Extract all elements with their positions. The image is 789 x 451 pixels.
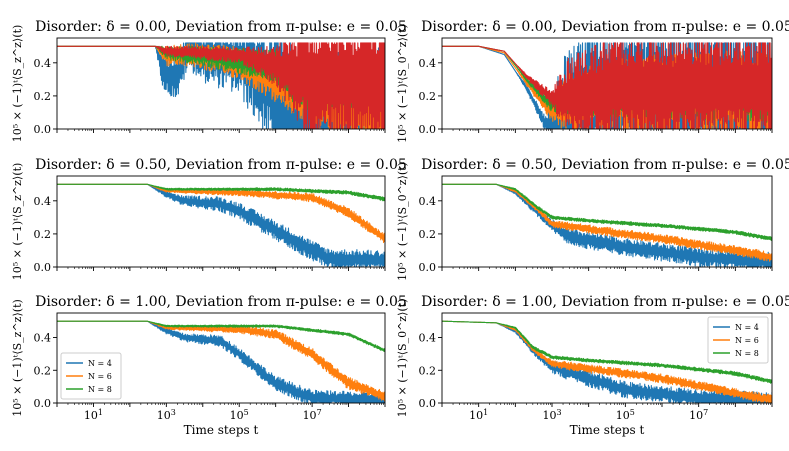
y-tick-label: 0.2 (34, 228, 52, 241)
plot-area (57, 42, 385, 129)
y-tick-label: 0.4 (34, 332, 52, 345)
legend: N = 4 N = 6 N = 8 (707, 316, 769, 364)
legend-box (707, 316, 769, 364)
y-tick-label: 0.2 (419, 228, 437, 241)
panel-4: Disorder: δ = 0.50, Deviation from π-pul… (396, 157, 789, 281)
legend-label: N = 6 (735, 336, 759, 345)
x-axis-label: Time steps t (184, 423, 259, 437)
panel-2: Disorder: δ = 0.00, Deviation from π-pul… (396, 19, 789, 143)
y-axis-label: 10⁵ × (−1)ᵗ⟨S_0^z⟩(t) (396, 24, 409, 143)
y-tick-label: 0.0 (419, 123, 437, 136)
axes-frame (441, 175, 773, 268)
plot-area (442, 320, 772, 403)
legend-box (60, 352, 122, 400)
panel-title: Disorder: δ = 1.00, Deviation from π-pul… (421, 294, 789, 310)
plot-area (57, 183, 385, 267)
x-tick-label: 107 (303, 408, 322, 423)
y-tick-label: 0.2 (34, 90, 52, 103)
y-tick-label: 0.0 (34, 261, 52, 274)
x-tick-label: 105 (616, 408, 635, 423)
legend: N = 4 N = 6 N = 8 (60, 352, 122, 400)
y-tick-label: 0.2 (419, 90, 437, 103)
axes-frame (441, 312, 773, 404)
series-line-1 (57, 183, 385, 267)
legend-label: N = 8 (735, 349, 759, 358)
x-tick-label: 103 (542, 408, 561, 423)
y-tick-label: 0.0 (34, 397, 52, 410)
plot-area (442, 183, 772, 267)
y-tick-label: 0.0 (419, 261, 437, 274)
y-axis-label: 10⁵ × (−1)ᵗ⟨S_0^z⟩(t) (396, 162, 409, 281)
y-tick-label: 0.4 (34, 195, 52, 208)
plot-area (57, 320, 385, 403)
legend-label: N = 4 (88, 359, 112, 368)
legend-label: N = 4 (735, 323, 759, 332)
panel-1: Disorder: δ = 0.00, Deviation from π-pul… (11, 19, 407, 142)
x-tick-label: 101 (84, 408, 103, 423)
series-line-3 (442, 320, 772, 384)
axes-frame (441, 37, 773, 130)
panel-title: Disorder: δ = 0.50, Deviation from π-pul… (35, 157, 407, 173)
y-tick-label: 0.2 (419, 364, 437, 377)
panel-title: Disorder: δ = 0.00, Deviation from π-pul… (421, 19, 789, 35)
x-axis-label: Time steps t (570, 423, 645, 437)
series-line-3 (442, 183, 772, 241)
y-tick-label: 0.4 (419, 332, 437, 345)
y-tick-label: 0.0 (419, 397, 437, 410)
axes-frame (56, 175, 386, 268)
y-tick-label: 0.2 (34, 364, 52, 377)
panel-title: Disorder: δ = 0.00, Deviation from π-pul… (35, 19, 407, 35)
panel-6: Disorder: δ = 1.00, Deviation from π-pul… (396, 294, 789, 437)
series-line-4 (442, 42, 772, 129)
x-tick-label: 101 (469, 408, 488, 423)
panel-title: Disorder: δ = 1.00, Deviation from π-pul… (35, 294, 407, 310)
x-tick-label: 105 (230, 408, 249, 423)
series-line-4 (57, 42, 385, 129)
axes-frame (56, 37, 386, 130)
panel-3: Disorder: δ = 0.50, Deviation from π-pul… (11, 157, 407, 280)
legend-label: N = 8 (88, 385, 112, 394)
y-axis-label: 10⁵ × (−1)ᵗ⟨S_z^z⟩(t) (11, 299, 24, 417)
series-line-3 (57, 183, 385, 202)
legend-label: N = 6 (88, 372, 112, 381)
panel-5: Disorder: δ = 1.00, Deviation from π-pul… (11, 294, 407, 437)
y-axis-label: 10⁵ × (−1)ᵗ⟨S_z^z⟩(t) (11, 163, 24, 281)
panel-title: Disorder: δ = 0.50, Deviation from π-pul… (421, 157, 789, 173)
y-tick-label: 0.0 (34, 123, 52, 136)
y-axis-label: 10⁵ × (−1)ᵗ⟨S_0^z⟩(t) (396, 299, 409, 418)
y-tick-label: 0.4 (419, 195, 437, 208)
x-tick-label: 107 (689, 408, 708, 423)
series-line-3 (57, 320, 385, 353)
y-axis-label: 10⁵ × (−1)ᵗ⟨S_z^z⟩(t) (11, 25, 24, 143)
y-tick-label: 0.4 (34, 57, 52, 70)
y-tick-label: 0.4 (419, 57, 437, 70)
axes-frame (56, 312, 386, 404)
x-tick-label: 103 (157, 408, 176, 423)
plot-area (442, 42, 772, 129)
